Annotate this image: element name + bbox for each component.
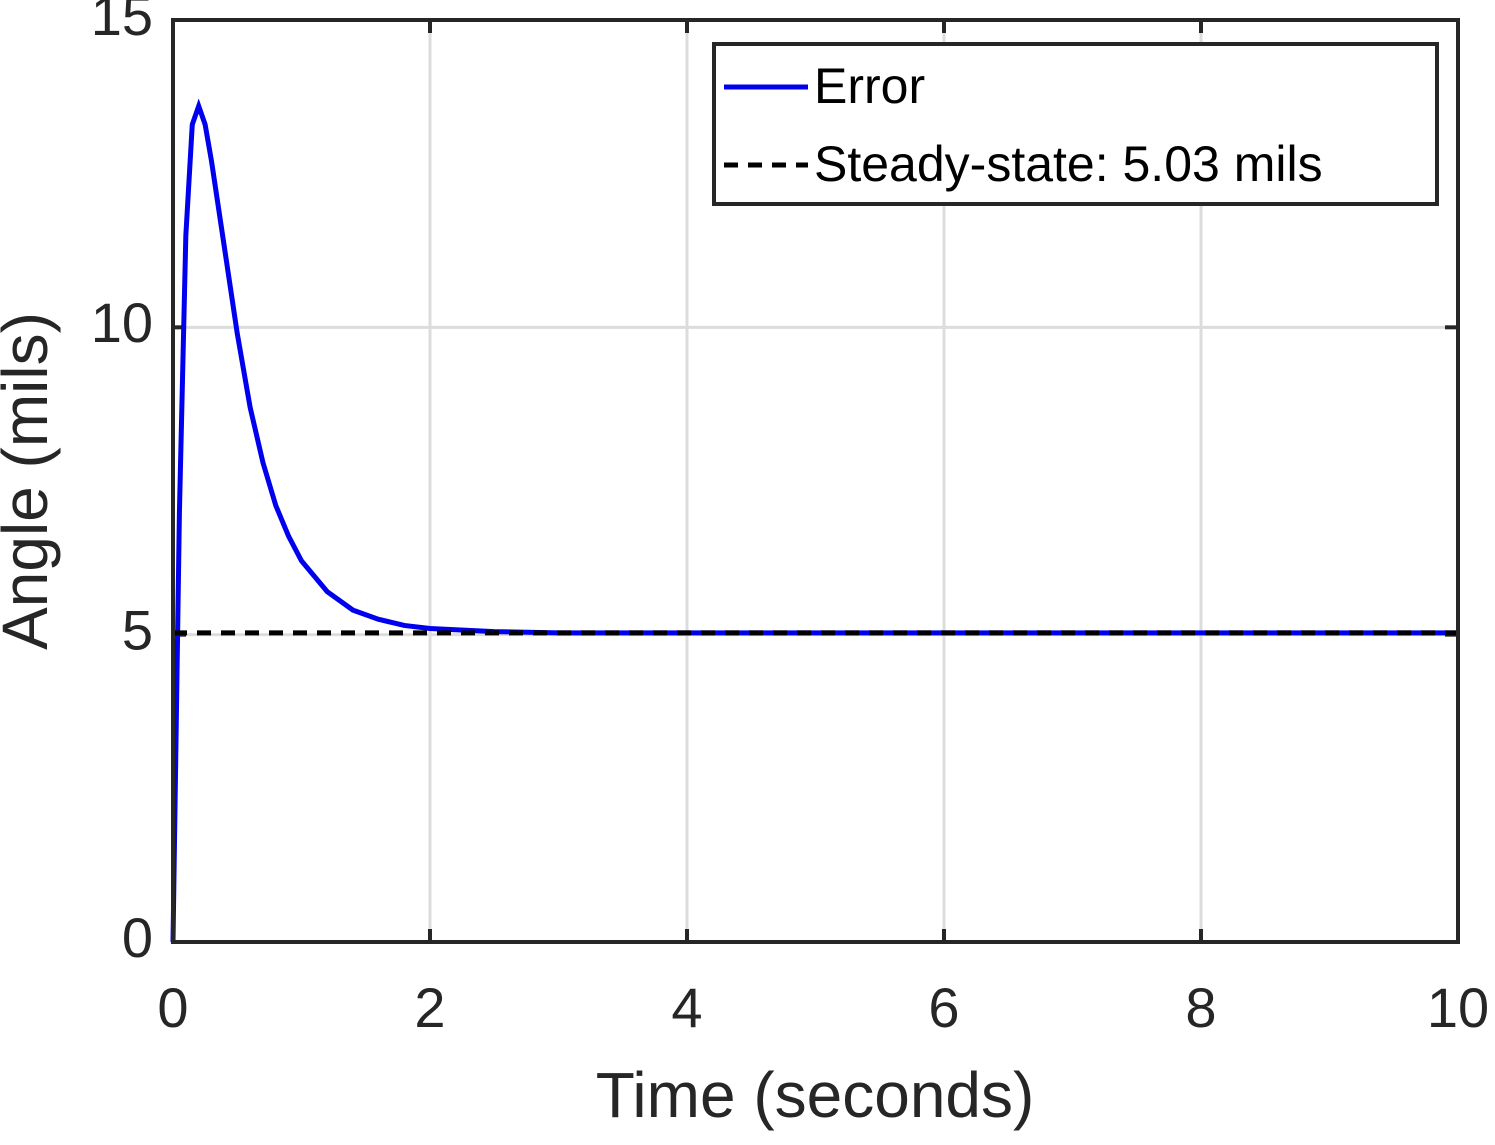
legend-box <box>712 42 1439 206</box>
x-tick-label: 8 <box>1185 976 1216 1039</box>
x-axis-label: Time (seconds) <box>596 1059 1035 1131</box>
legend-label: Steady-state: 5.03 mils <box>814 136 1323 192</box>
y-tick-label: 5 <box>122 598 153 661</box>
y-tick-label: 0 <box>122 906 153 969</box>
x-tick-label: 4 <box>671 976 702 1039</box>
x-tick-label: 6 <box>928 976 959 1039</box>
y-tick-label: 10 <box>91 291 153 354</box>
x-tick-label: 2 <box>414 976 445 1039</box>
x-tick-label: 10 <box>1427 976 1489 1039</box>
y-tick-label: 15 <box>91 0 153 47</box>
axes-box <box>171 18 1460 944</box>
x-tick-label: 0 <box>157 976 188 1039</box>
legend-label: Error <box>814 58 925 114</box>
y-axis-label: Angle (mils) <box>0 312 61 650</box>
